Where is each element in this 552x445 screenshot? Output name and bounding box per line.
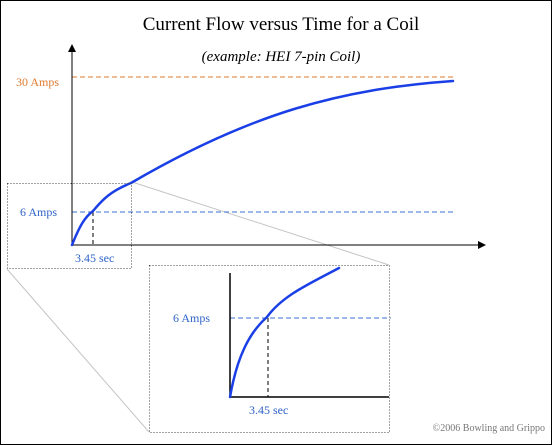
six-amp-label: 6 Amps: [20, 205, 57, 219]
chart-subtitle: (example: HEI 7-pin Coil): [202, 49, 361, 65]
chart-title: Current Flow versus Time for a Coil: [143, 14, 420, 35]
zoom-guide-top: [131, 181, 390, 266]
inset-six-amp-label: 6 Amps: [173, 311, 210, 325]
current-curve: [70, 79, 455, 247]
copyright-text: ©2006 Bowling and Grippo: [433, 423, 545, 434]
inset-time-label: 3.45 sec: [249, 403, 288, 417]
zoom-region-box: [7, 183, 132, 269]
inset-zoom-box: [149, 265, 390, 433]
max-current-label: 30 Amps: [16, 75, 59, 89]
time-label: 3.45 sec: [75, 251, 114, 265]
inset-current-curve: [228, 266, 341, 399]
zoom-guide-bottom: [6, 268, 150, 433]
